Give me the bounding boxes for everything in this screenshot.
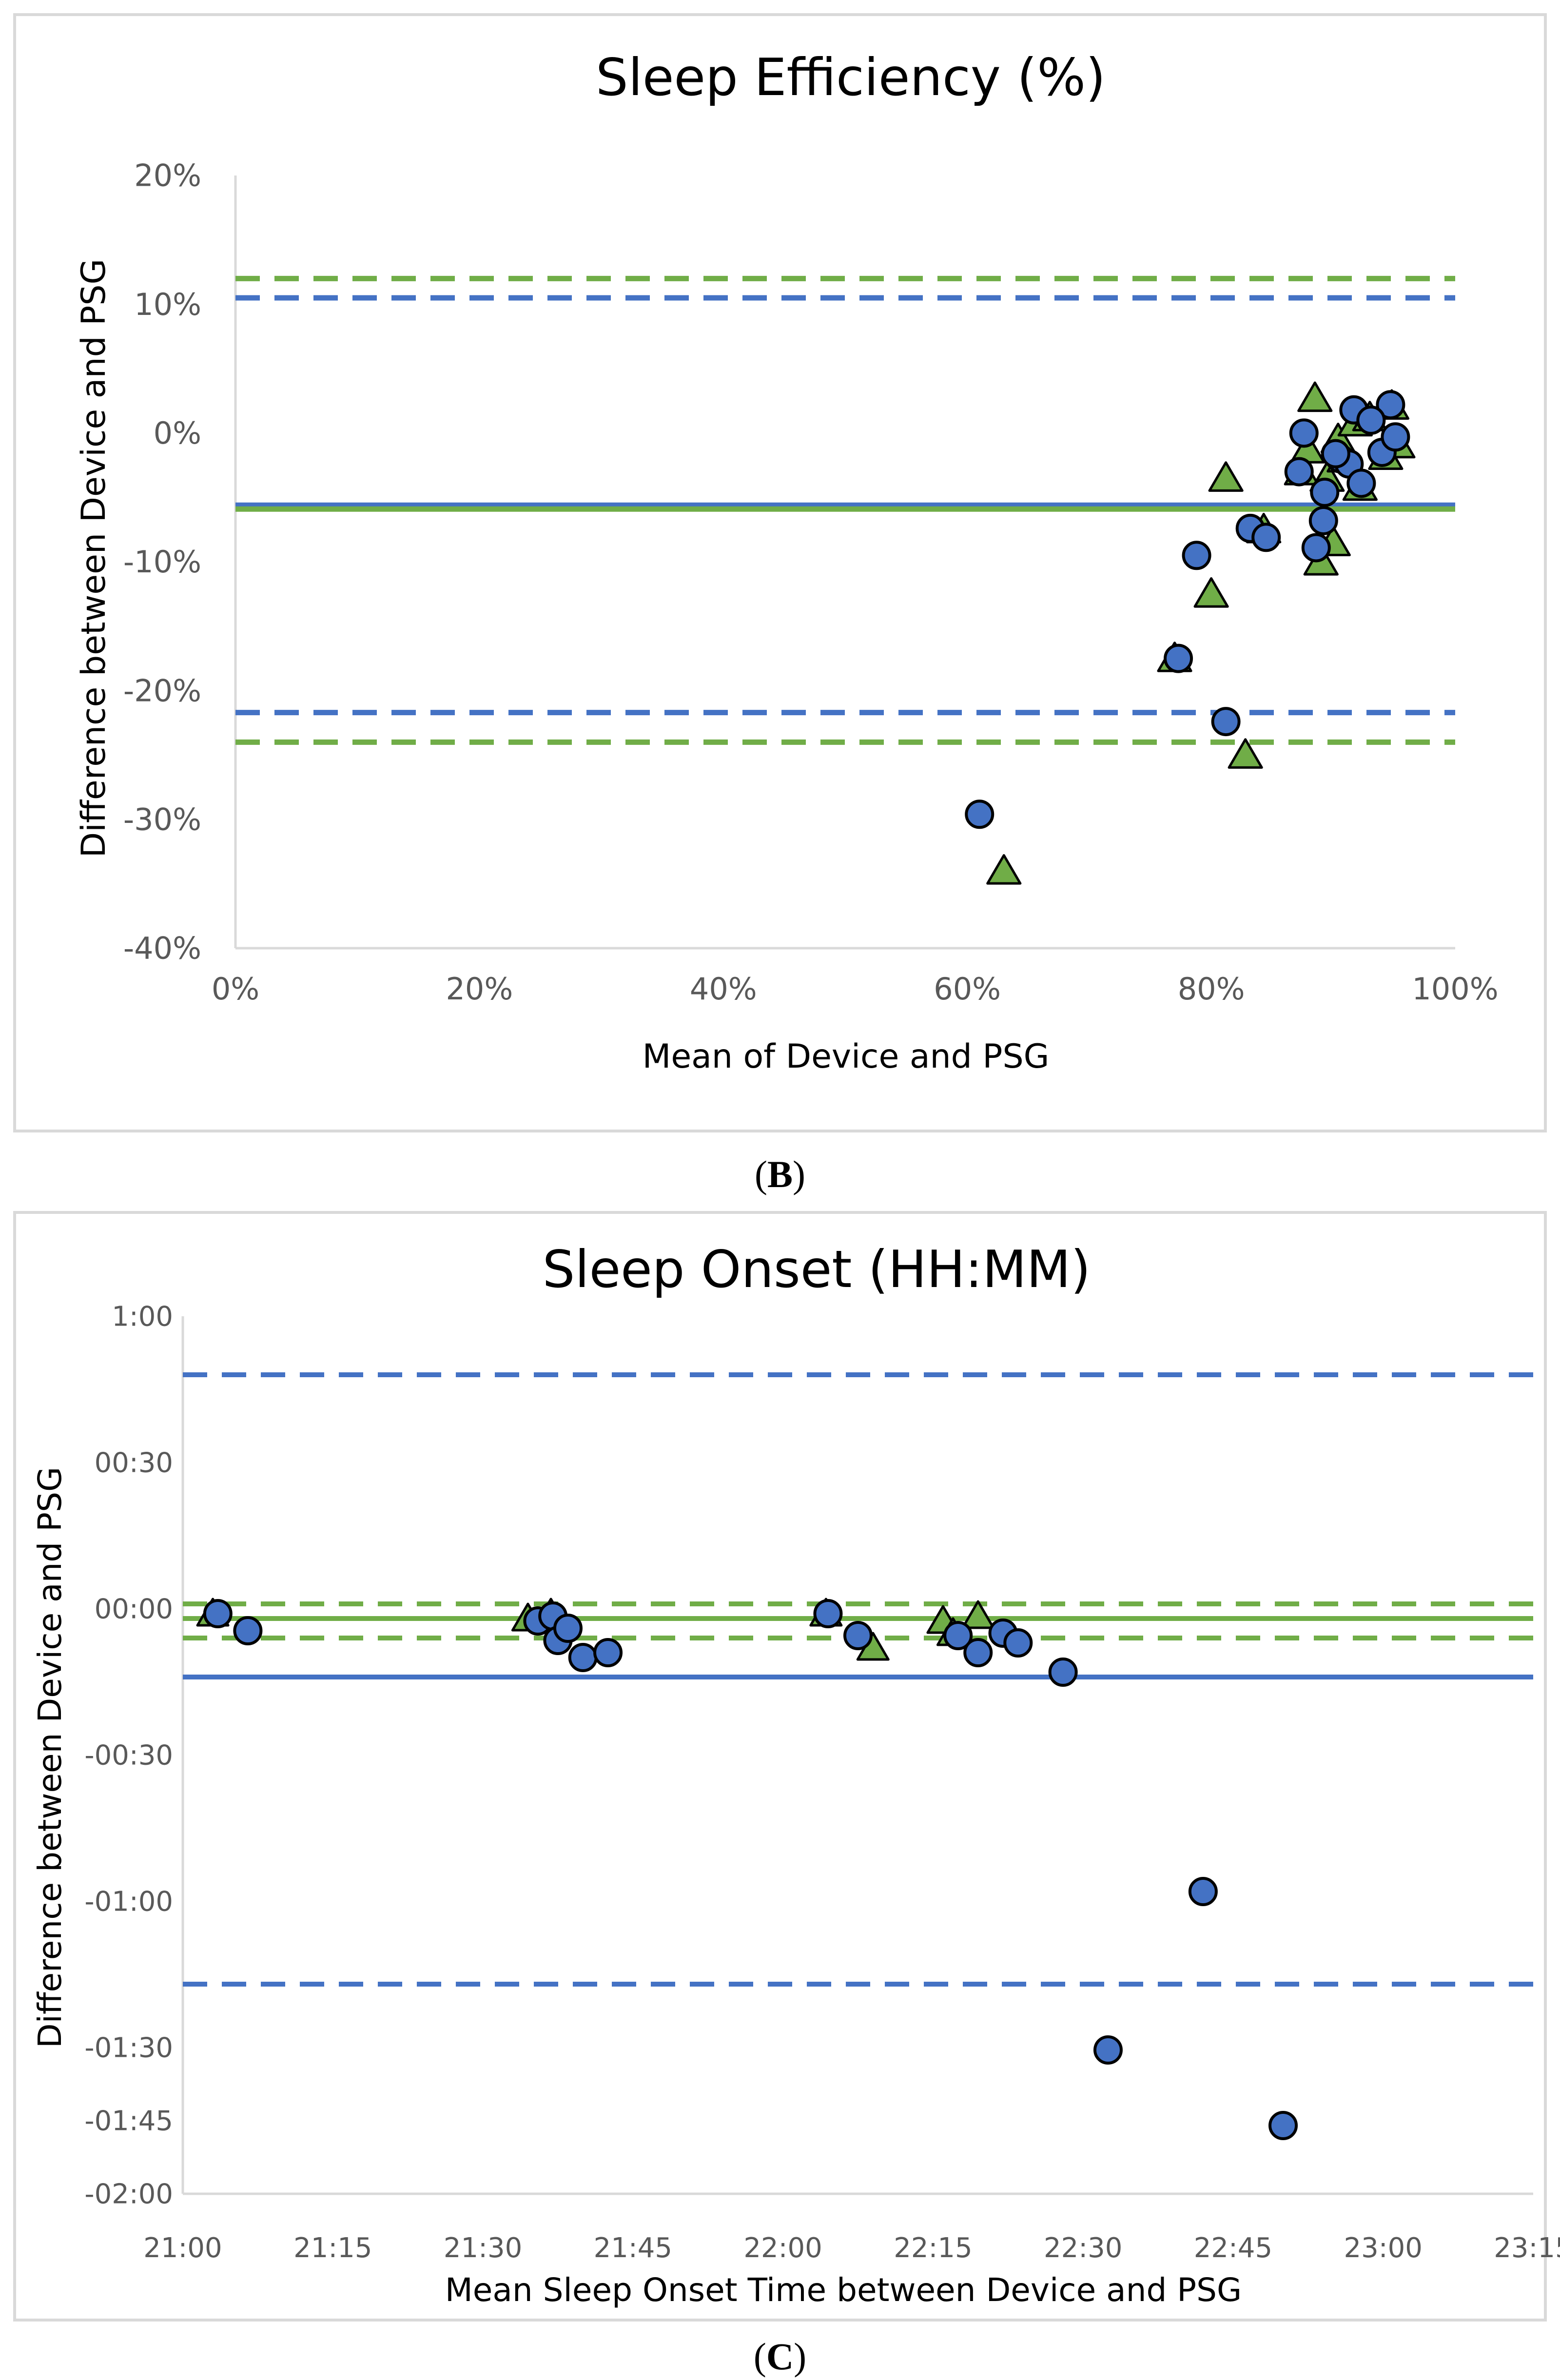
data-point-circle (593, 1638, 623, 1667)
caption-c: (C) (754, 2335, 806, 2378)
y-tick-label: -01:00 (84, 1886, 173, 1918)
data-point-circle (1346, 468, 1376, 498)
data-point-circle (1381, 422, 1410, 452)
sleep-efficiency-chart: Sleep Efficiency (%) 20% 10% 0% -10% -20% -30… (13, 13, 1547, 1132)
x-tick-label: 23:00 (1344, 2232, 1423, 2264)
x-axis-label: Mean of Device and PSG (643, 1037, 1050, 1076)
data-point-circle (1308, 506, 1338, 535)
y-tick-label: -10% (123, 544, 201, 580)
data-point-circle (1003, 1628, 1033, 1658)
plot-area: 1:00 00:30 00:00 -00:30 -01:00 -01:30 -01:45 -0… (84, 1301, 1560, 2264)
chart-title: Sleep Efficiency (%) (596, 48, 1106, 107)
data-point-circle (1182, 541, 1211, 570)
y-tick-label: 1:00 (112, 1301, 173, 1333)
x-tick-label: 22:00 (743, 2232, 822, 2264)
data-point-circle (1356, 405, 1386, 435)
data-point-circle (1211, 707, 1241, 737)
data-point-circle (813, 1599, 843, 1628)
data-point-triangle (1228, 738, 1263, 769)
y-tick-label: 00:00 (95, 1594, 173, 1625)
data-point-circle (1188, 1877, 1218, 1906)
caption-letter-b: B (767, 1153, 793, 1195)
data-point-circle (1093, 2035, 1123, 2065)
data-point-circle (1321, 439, 1350, 468)
data-point-circle (1301, 533, 1331, 563)
x-tick-label: 22:15 (894, 2232, 972, 2264)
data-point-circle (203, 1599, 233, 1628)
x-tick-label: 21:00 (143, 2232, 222, 2264)
y-tick-label: 10% (134, 287, 201, 322)
data-point-circle (1268, 2111, 1298, 2140)
x-tick-label: 40% (690, 971, 757, 1007)
data-point-triangle (1193, 577, 1229, 608)
y-tick-label: 0% (154, 415, 201, 451)
data-point-triangle (1208, 461, 1244, 492)
data-point-circle (1164, 644, 1193, 673)
x-tick-label: 23:15 (1494, 2232, 1560, 2264)
plot-area: 20% 10% 0% -10% -20% -30% -40% 0% 20% 40% 60% 80% 1… (123, 158, 1499, 1007)
chart-title: Sleep Onset (HH:MM) (543, 1240, 1091, 1299)
caption-b: (B) (755, 1153, 805, 1195)
sleep-onset-chart: Sleep Onset (HH:MM) 1:00 00:30 00:00 -00:30… (13, 1211, 1560, 2321)
svg-text:(B): (B) (755, 1153, 805, 1195)
data-point-circle (1376, 390, 1405, 420)
x-axis-label: Mean Sleep Onset Time between Device and… (445, 2271, 1242, 2309)
y-tick-label: -20% (123, 673, 201, 708)
y-tick-label: -40% (123, 931, 201, 966)
x-tick-label: 20% (446, 971, 513, 1007)
data-point-circle (568, 1643, 598, 1672)
chart-frame (13, 13, 1547, 1132)
x-tick-label: 22:30 (1044, 2232, 1122, 2264)
x-tick-label: 100% (1412, 971, 1498, 1007)
data-point-circle (233, 1616, 263, 1645)
data-point-circle (1284, 457, 1314, 487)
svg-text:(C): (C) (754, 2335, 806, 2378)
y-axis-label: Difference between Device and PSG (31, 1467, 69, 2048)
x-tick-label: 22:45 (1194, 2232, 1272, 2264)
data-point-circle (553, 1614, 583, 1643)
data-point-circle (943, 1621, 973, 1650)
data-point-triangle (961, 1600, 995, 1629)
y-tick-label: -01:45 (84, 2106, 173, 2137)
data-point-triangle (1297, 381, 1333, 412)
x-tick-label: 21:45 (594, 2232, 672, 2264)
chart-frame (13, 1211, 1547, 2321)
data-point-triangle (986, 854, 1022, 885)
data-point-circle (963, 1638, 993, 1667)
y-axis-label: Difference between Device and PSG (75, 259, 113, 858)
data-point-circle (1289, 418, 1319, 448)
x-tick-label: 21:15 (293, 2232, 372, 2264)
x-tick-label: 80% (1178, 971, 1245, 1007)
data-point-circle (1310, 477, 1340, 507)
x-tick-label: 0% (212, 971, 259, 1007)
data-point-circle (843, 1621, 873, 1650)
y-tick-label: 00:30 (95, 1447, 173, 1479)
x-tick-label: 21:30 (444, 2232, 522, 2264)
y-tick-label: -30% (123, 802, 201, 838)
y-tick-label: 20% (134, 158, 201, 194)
data-point-circle (1048, 1658, 1078, 1687)
data-point-circle (1251, 523, 1281, 552)
y-tick-label: -00:30 (84, 1740, 173, 1772)
x-tick-label: 60% (934, 971, 1001, 1007)
data-point-circle (965, 800, 994, 829)
y-tick-label: -02:00 (84, 2179, 173, 2210)
y-tick-label: -01:30 (84, 2032, 173, 2064)
caption-letter-c: C (766, 2335, 794, 2378)
